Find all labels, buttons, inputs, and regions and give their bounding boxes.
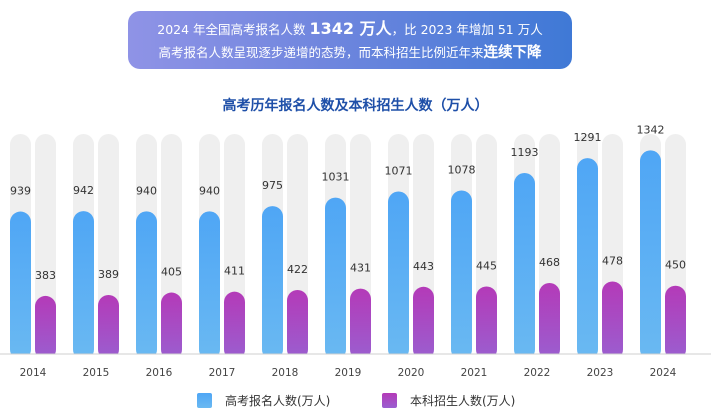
bar-applicants-2018 — [262, 206, 283, 360]
bar-enrollment-2015 — [98, 294, 119, 360]
bar-enrollment-2017 — [224, 291, 245, 360]
bar-applicants-2015 — [73, 211, 94, 360]
data-label-enrollment-2016: 405 — [161, 266, 182, 279]
legend-swatch-blue — [197, 393, 212, 408]
data-label-enrollment-2015: 389 — [98, 268, 119, 281]
x-tick-label-2022: 2022 — [524, 367, 551, 379]
bar-enrollment-2014 — [35, 295, 56, 360]
legend-swatch-purple — [382, 393, 397, 408]
data-label-enrollment-2020: 443 — [413, 260, 434, 273]
banner-highlight-trend: 连续下降 — [483, 45, 542, 61]
banner-highlight-total: 1342 万人 — [309, 19, 392, 38]
data-label-applicants-2015: 942 — [73, 184, 94, 197]
baseline-mask — [0, 354, 711, 363]
data-label-enrollment-2018: 422 — [287, 263, 308, 276]
bar-applicants-2019 — [325, 197, 346, 360]
data-label-applicants-2023: 1291 — [574, 131, 602, 144]
data-label-enrollment-2021: 445 — [476, 259, 497, 272]
chart-title: 高考历年报名人数及本科招生人数（万人） — [222, 98, 489, 114]
x-tick-label-2015: 2015 — [83, 367, 110, 379]
bar-applicants-2014 — [10, 211, 31, 360]
legend-item-enrollment: 本科招生人数(万人) — [382, 392, 515, 409]
bar-applicants-2022 — [514, 172, 535, 360]
data-label-applicants-2021: 1078 — [448, 163, 476, 176]
data-label-applicants-2014: 939 — [10, 185, 31, 198]
bar-enrollment-2023 — [602, 281, 623, 360]
bar-applicants-2023 — [577, 158, 598, 360]
banner-line-2: 高考报名人数呈现逐步递增的态势，而本科招生比例近年来连续下降 — [128, 41, 572, 65]
bar-chart: 939 383 942 389 940 405 940 411 975 422 1031 431 107… — [0, 123, 711, 379]
bar-applicants-2017 — [199, 211, 220, 360]
bar-enrollment-2019 — [350, 288, 371, 360]
data-label-applicants-2018: 975 — [262, 179, 283, 192]
data-label-enrollment-2017: 411 — [224, 265, 245, 278]
bar-enrollment-2024 — [665, 285, 686, 360]
legend-item-applicants: 高考报名人数(万人) — [197, 392, 330, 409]
data-label-enrollment-2022: 468 — [539, 256, 560, 269]
x-tick-label-2018: 2018 — [272, 367, 299, 379]
data-label-enrollment-2019: 431 — [350, 262, 371, 275]
data-label-applicants-2017: 940 — [199, 184, 220, 197]
summary-banner: 2024 年全国高考报名人数 1342 万人，比 2023 年增加 51 万人 … — [128, 11, 572, 69]
x-tick-label-2014: 2014 — [20, 367, 47, 379]
banner-text: 2024 年全国高考报名人数 — [157, 22, 310, 37]
data-label-applicants-2022: 1193 — [511, 146, 539, 159]
x-tick-label-2023: 2023 — [587, 367, 614, 379]
x-tick-label-2016: 2016 — [146, 367, 173, 379]
data-label-enrollment-2024: 450 — [665, 259, 686, 272]
legend-label-applicants: 高考报名人数(万人) — [225, 394, 331, 408]
x-tick-label-2020: 2020 — [398, 367, 425, 379]
bar-applicants-2020 — [388, 191, 409, 360]
bar-enrollment-2021 — [476, 286, 497, 360]
x-tick-label-2019: 2019 — [335, 367, 362, 379]
banner-text: ，比 2023 年增加 51 万人 — [391, 22, 543, 37]
x-tick-label-2021: 2021 — [461, 367, 488, 379]
bar-enrollment-2018 — [287, 289, 308, 360]
banner-line-1: 2024 年全国高考报名人数 1342 万人，比 2023 年增加 51 万人 — [128, 17, 572, 41]
data-label-applicants-2020: 1071 — [385, 165, 413, 178]
bar-enrollment-2016 — [161, 292, 182, 360]
data-label-applicants-2019: 1031 — [322, 171, 350, 184]
bar-enrollment-2022 — [539, 282, 560, 360]
x-tick-label-2017: 2017 — [209, 367, 236, 379]
data-label-applicants-2016: 940 — [136, 184, 157, 197]
legend: 高考报名人数(万人) 本科招生人数(万人) — [0, 392, 711, 412]
legend-label-enrollment: 本科招生人数(万人) — [410, 394, 516, 408]
data-label-enrollment-2014: 383 — [35, 269, 56, 282]
data-label-applicants-2024: 1342 — [637, 123, 665, 136]
banner-text: 高考报名人数呈现逐步递增的态势，而本科招生比例近年来 — [158, 45, 484, 60]
bar-applicants-2024 — [640, 150, 661, 360]
bar-applicants-2021 — [451, 190, 472, 360]
data-label-enrollment-2023: 478 — [602, 254, 623, 267]
bar-applicants-2016 — [136, 211, 157, 360]
bar-enrollment-2020 — [413, 286, 434, 360]
x-tick-label-2024: 2024 — [650, 367, 677, 379]
